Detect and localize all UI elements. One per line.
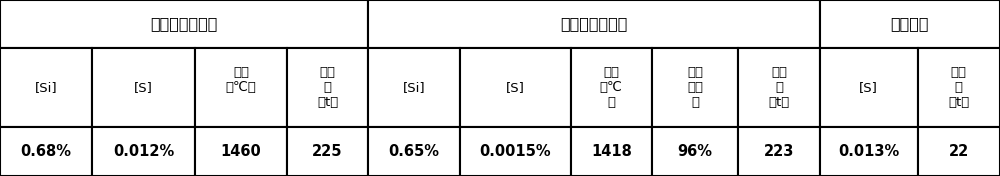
Text: 96%: 96% [678,144,713,159]
Text: 温度
（℃
）: 温度 （℃ ） [600,66,623,109]
Text: [S]: [S] [859,81,878,94]
Bar [92,48,195,127]
Text: 223: 223 [764,144,794,159]
Bar [738,127,820,176]
Bar [287,48,368,127]
Text: [Si]: [Si] [403,81,425,94]
Bar [460,48,571,127]
Bar [195,48,287,127]
Text: [S]: [S] [134,81,153,94]
Text: 1418: 1418 [591,144,632,159]
Bar [460,127,571,176]
Text: 温度
（℃）: 温度 （℃） [226,66,256,109]
Bar [287,127,368,176]
Bar [368,127,460,176]
Bar [918,48,1000,127]
Text: 脱硫后铁水情况: 脱硫后铁水情况 [560,16,628,31]
Text: 0.012%: 0.012% [113,144,174,159]
Bar [820,48,918,127]
Text: 铁水
亮液
面: 铁水 亮液 面 [687,66,703,109]
Text: 0.0015%: 0.0015% [479,144,551,159]
Text: 0.65%: 0.65% [389,144,440,159]
Bar [820,0,1000,48]
Text: 脱硫前铁水情况: 脱硫前铁水情况 [150,16,218,31]
Text: 0.68%: 0.68% [20,144,71,159]
Text: 废钢
量
（t）: 废钢 量 （t） [948,66,969,109]
Bar [0,127,92,176]
Bar [652,48,738,127]
Bar [820,127,918,176]
Text: 22: 22 [949,144,969,159]
Bar [368,0,820,48]
Bar [571,48,652,127]
Text: 0.013%: 0.013% [838,144,899,159]
Bar [0,0,368,48]
Bar [92,127,195,176]
Text: 废钢情况: 废钢情况 [891,16,929,31]
Bar [918,127,1000,176]
Text: 1460: 1460 [221,144,261,159]
Bar [571,127,652,176]
Bar [0,48,92,127]
Text: 铁水
量
（t）: 铁水 量 （t） [768,66,790,109]
Text: [Si]: [Si] [35,81,57,94]
Text: 铁水
量
（t）: 铁水 量 （t） [317,66,338,109]
Bar [652,127,738,176]
Bar [738,48,820,127]
Text: 225: 225 [312,144,343,159]
Bar [368,48,460,127]
Bar [195,127,287,176]
Text: [S]: [S] [506,81,525,94]
